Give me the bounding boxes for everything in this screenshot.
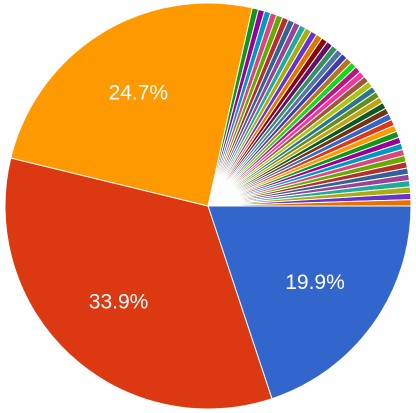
slice-label: 19.9% (285, 271, 345, 294)
slice-label: 33.9% (89, 291, 149, 314)
pie-slice (10, 2, 253, 207)
slice-label: 24.7% (109, 81, 169, 104)
pie-slice (4, 157, 273, 410)
pie-slice (207, 205, 412, 400)
pie-slice (207, 199, 412, 207)
